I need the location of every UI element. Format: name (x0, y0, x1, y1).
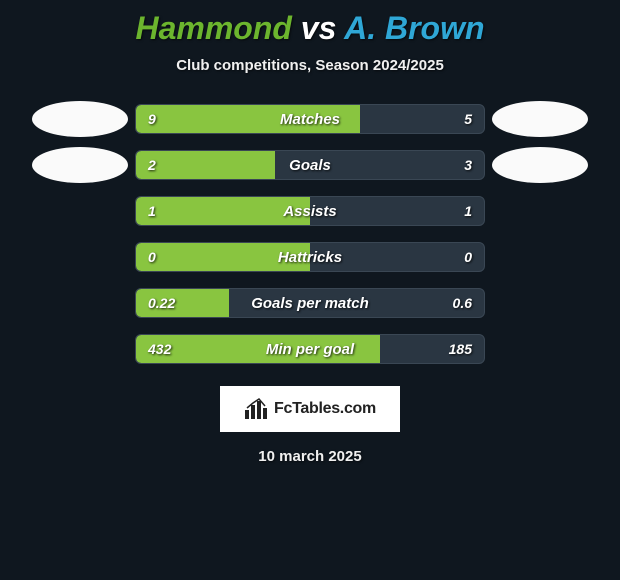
stat-bar-fill-left (136, 335, 380, 363)
stat-bar: Min per goal432185 (135, 334, 485, 364)
player1-avatar (25, 101, 135, 137)
stat-value-right: 0.6 (453, 289, 472, 317)
stat-bar: Hattricks00 (135, 242, 485, 272)
comparison-title: Hammond vs A. Brown (0, 0, 620, 47)
stat-bar-fill-left (136, 289, 229, 317)
stat-bar: Matches95 (135, 104, 485, 134)
stat-bar-fill-left (136, 105, 360, 133)
stat-bar: Goals per match0.220.6 (135, 288, 485, 318)
stat-value-right: 0 (464, 243, 472, 271)
stat-row: Goals per match0.220.6 (0, 280, 620, 326)
stat-row: Hattricks00 (0, 234, 620, 280)
stat-row: Assists11 (0, 188, 620, 234)
vs-text: vs (301, 10, 337, 46)
player2-name: A. Brown (344, 10, 484, 46)
stat-value-right: 3 (464, 151, 472, 179)
site-logo: FcTables.com (220, 386, 400, 432)
avatar-placeholder (32, 101, 128, 137)
stat-value-right: 1 (464, 197, 472, 225)
stat-row: Min per goal432185 (0, 326, 620, 372)
stat-value-right: 5 (464, 105, 472, 133)
stat-bar: Goals23 (135, 150, 485, 180)
stat-value-right: 185 (449, 335, 472, 363)
stat-bar: Assists11 (135, 196, 485, 226)
avatar-placeholder (492, 101, 588, 137)
date-text: 10 march 2025 (0, 448, 620, 465)
logo-bars-icon (244, 398, 270, 420)
stat-bar-fill-left (136, 151, 275, 179)
player1-name: Hammond (135, 10, 291, 46)
player2-avatar (485, 101, 595, 137)
stat-bar-fill-left (136, 197, 310, 225)
subtitle: Club competitions, Season 2024/2025 (0, 57, 620, 74)
stat-row: Goals23 (0, 142, 620, 188)
avatar-placeholder (492, 147, 588, 183)
stat-bar-fill-left (136, 243, 310, 271)
avatar-placeholder (32, 147, 128, 183)
logo-text: FcTables.com (274, 400, 376, 418)
player2-avatar (485, 147, 595, 183)
stat-row: Matches95 (0, 96, 620, 142)
player1-avatar (25, 147, 135, 183)
comparison-chart: Matches95 Goals23 Assists11 Hattricks00 Goal… (0, 96, 620, 372)
